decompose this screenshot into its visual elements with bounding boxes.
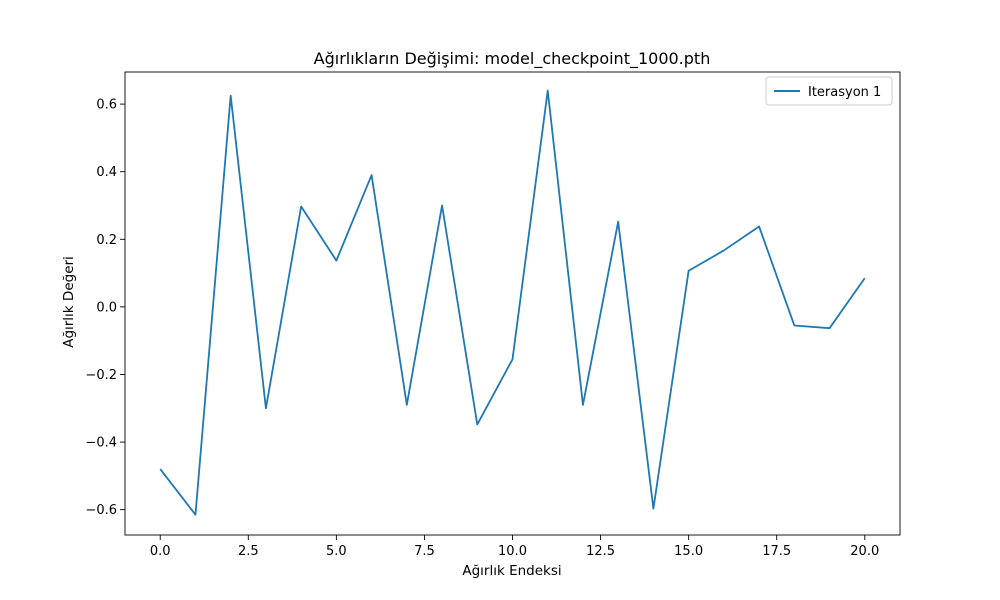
y-axis-label: Ağırlık Değeri bbox=[61, 256, 77, 348]
x-tick-label: 20.0 bbox=[850, 544, 879, 559]
y-tick-label: −0.2 bbox=[85, 368, 117, 383]
x-tick-label: 5.0 bbox=[326, 544, 347, 559]
y-tick-label: −0.6 bbox=[85, 503, 117, 518]
x-tick-label: 7.5 bbox=[414, 544, 435, 559]
x-tick-label: 2.5 bbox=[238, 544, 259, 559]
legend-label-iterasyon-1: Iterasyon 1 bbox=[808, 85, 881, 100]
y-tick-label: 0.6 bbox=[96, 98, 117, 113]
chart-title: Ağırlıkların Değişimi: model_checkpoint_… bbox=[314, 49, 711, 69]
y-tick-label: 0.2 bbox=[96, 233, 117, 248]
x-tick-label: 15.0 bbox=[674, 544, 703, 559]
x-tick-label: 0.0 bbox=[150, 544, 171, 559]
y-tick-label: −0.4 bbox=[85, 436, 117, 451]
x-axis-label: Ağırlık Endeksi bbox=[462, 563, 561, 579]
x-tick-label: 12.5 bbox=[586, 544, 615, 559]
legend: Iterasyon 1 bbox=[766, 77, 892, 105]
x-tick-label: 17.5 bbox=[762, 544, 791, 559]
y-tick-label: 0.4 bbox=[96, 165, 117, 180]
x-tick-label: 10.0 bbox=[498, 544, 527, 559]
y-tick-label: 0.0 bbox=[96, 300, 117, 315]
